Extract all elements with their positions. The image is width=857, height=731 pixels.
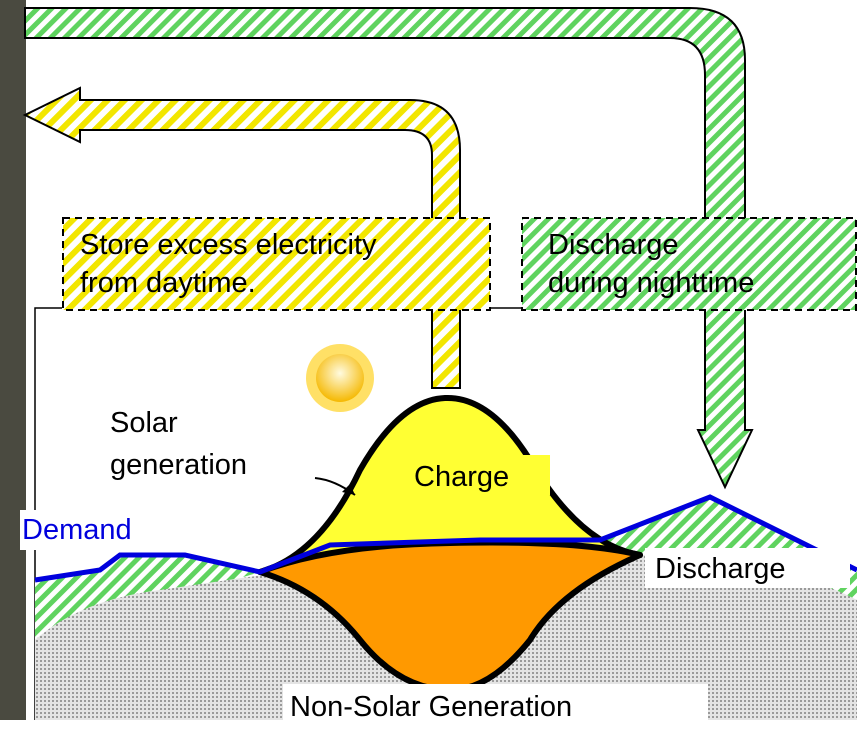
non-solar-label: Non-Solar Generation [290,691,572,723]
discharge-box-text: during nighttime [548,267,754,299]
discharge-box-text: Discharge [548,229,679,261]
charge-bg [408,455,550,495]
discharge-box [521,217,857,311]
charge-label: Charge [414,461,509,493]
demand-label: Demand [22,514,132,546]
non-solar-bg [283,684,708,724]
discharge-label: Discharge [655,553,786,585]
charge-arrow [22,86,461,389]
demand-line [34,494,857,583]
demand-bg [20,510,190,550]
store-box [62,217,491,311]
discharge-bg [645,548,850,588]
store-text: from daytime. [80,267,256,299]
photo-strip [0,0,26,720]
callout-arrowhead [342,484,355,495]
sun-icon [306,344,374,412]
solar-label: generation [110,449,247,481]
discharge-arrow [24,7,754,490]
solar-label: Solar [110,407,178,439]
store-text: Store excess electricity [80,229,377,261]
